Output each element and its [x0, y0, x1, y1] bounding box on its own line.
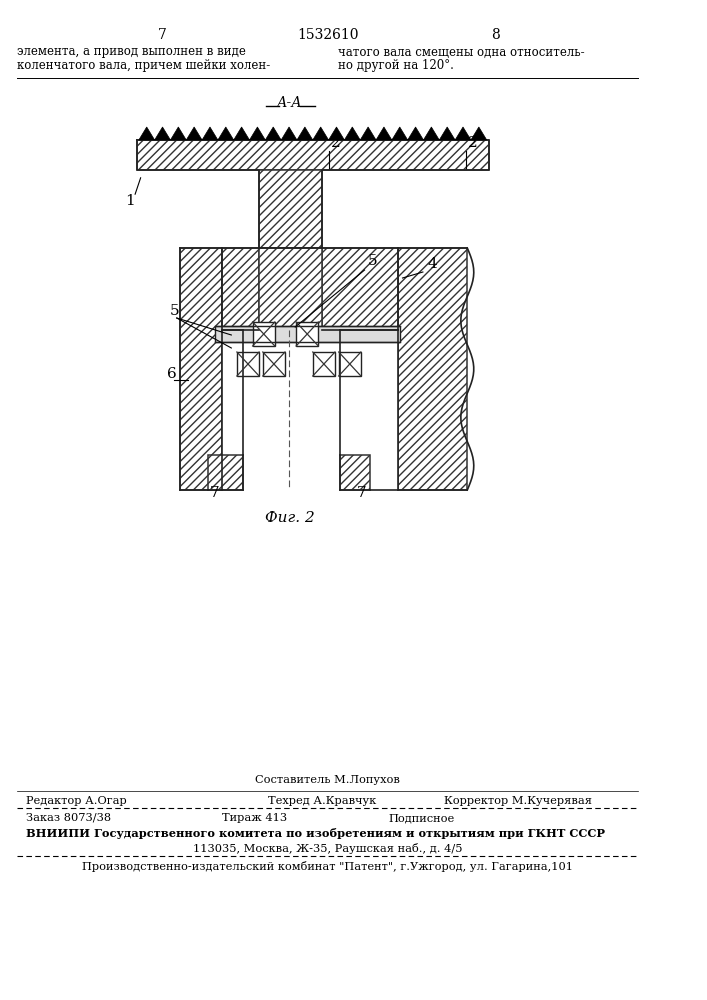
- Polygon shape: [360, 127, 376, 140]
- Bar: [237, 352, 259, 376]
- Bar: [322, 248, 398, 330]
- Bar: [296, 322, 318, 346]
- Text: А-А: А-А: [276, 96, 303, 110]
- Polygon shape: [471, 127, 486, 140]
- Text: 5: 5: [170, 304, 179, 318]
- Text: 8: 8: [491, 28, 499, 42]
- Polygon shape: [329, 127, 344, 140]
- Text: 2: 2: [332, 136, 341, 150]
- Polygon shape: [297, 127, 312, 140]
- Bar: [137, 140, 489, 170]
- Bar: [180, 248, 222, 490]
- Text: Техред А.Кравчук: Техред А.Кравчук: [269, 796, 377, 806]
- Text: 6: 6: [167, 367, 176, 381]
- Bar: [263, 352, 285, 376]
- Polygon shape: [344, 127, 360, 140]
- Text: 7: 7: [158, 28, 166, 42]
- Bar: [252, 322, 275, 346]
- Polygon shape: [376, 127, 392, 140]
- Bar: [208, 455, 243, 490]
- Text: коленчатого вала, причем шейки холен-: коленчатого вала, причем шейки холен-: [17, 60, 270, 73]
- Text: ВНИИПИ Государственного комитета по изобретениям и открытиям при ГКНТ СССР: ВНИИПИ Государственного комитета по изоб…: [26, 828, 605, 839]
- Polygon shape: [186, 127, 202, 140]
- Polygon shape: [423, 127, 439, 140]
- Polygon shape: [234, 127, 250, 140]
- Polygon shape: [218, 127, 234, 140]
- Polygon shape: [139, 127, 155, 140]
- Text: но другой на 120°.: но другой на 120°.: [338, 60, 454, 73]
- Polygon shape: [392, 127, 408, 140]
- Text: Заказ 8073/38: Заказ 8073/38: [26, 813, 111, 823]
- Bar: [339, 455, 370, 490]
- Polygon shape: [250, 127, 265, 140]
- Polygon shape: [281, 127, 297, 140]
- Polygon shape: [312, 127, 329, 140]
- Bar: [222, 330, 398, 490]
- Text: Редактор А.Огар: Редактор А.Огар: [26, 796, 127, 806]
- Polygon shape: [439, 127, 455, 140]
- Text: 7: 7: [210, 486, 220, 500]
- Polygon shape: [265, 127, 281, 140]
- Polygon shape: [408, 127, 423, 140]
- Text: Корректор М.Кучерявая: Корректор М.Кучерявая: [444, 796, 592, 806]
- Text: 2: 2: [468, 136, 478, 150]
- Text: 4: 4: [428, 257, 437, 271]
- Bar: [259, 170, 322, 248]
- Text: 7: 7: [356, 486, 366, 500]
- Polygon shape: [202, 127, 218, 140]
- Bar: [215, 326, 399, 342]
- Text: 113035, Москва, Ж-35, Раушская наб., д. 4/5: 113035, Москва, Ж-35, Раушская наб., д. …: [193, 843, 462, 854]
- Text: 5: 5: [368, 254, 377, 268]
- Bar: [222, 248, 259, 330]
- Bar: [339, 352, 361, 376]
- Bar: [259, 248, 322, 330]
- Polygon shape: [455, 127, 471, 140]
- Polygon shape: [155, 127, 170, 140]
- Text: Производственно-издательский комбинат "Патент", г.Ужгород, ул. Гагарина,101: Производственно-издательский комбинат "П…: [82, 861, 573, 872]
- Bar: [398, 248, 467, 490]
- Text: 1: 1: [125, 194, 134, 208]
- Text: элемента, а привод выполнен в виде: элемента, а привод выполнен в виде: [17, 45, 245, 58]
- Bar: [312, 352, 335, 376]
- Text: 1532610: 1532610: [297, 28, 358, 42]
- Text: Составитель М.Лопухов: Составитель М.Лопухов: [255, 775, 400, 785]
- Text: Тираж 413: Тираж 413: [222, 813, 287, 823]
- Polygon shape: [170, 127, 186, 140]
- Text: Подписное: Подписное: [389, 813, 455, 823]
- Text: Фиг. 2: Фиг. 2: [264, 511, 315, 525]
- Text: чатого вала смещены одна относитель-: чатого вала смещены одна относитель-: [338, 45, 585, 58]
